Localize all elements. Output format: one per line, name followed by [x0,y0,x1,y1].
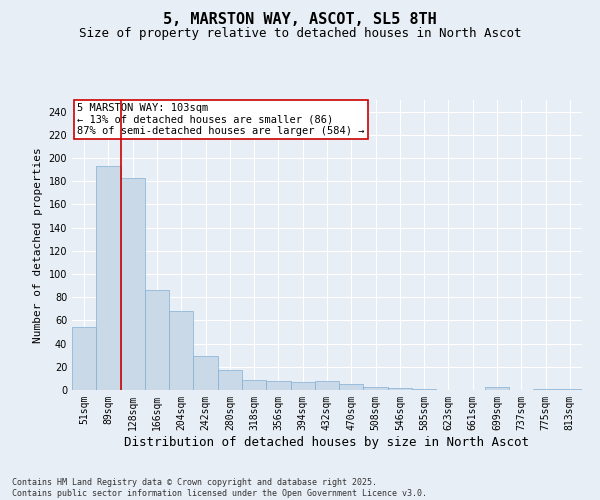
Bar [218,370,242,390]
Bar [121,178,145,390]
Text: 5, MARSTON WAY, ASCOT, SL5 8TH: 5, MARSTON WAY, ASCOT, SL5 8TH [163,12,437,28]
Bar [242,380,266,390]
Bar [266,380,290,390]
Bar [485,386,509,390]
Bar [412,389,436,390]
Bar [388,388,412,390]
Bar [72,328,96,390]
Bar [558,389,582,390]
X-axis label: Distribution of detached houses by size in North Ascot: Distribution of detached houses by size … [125,436,530,448]
Y-axis label: Number of detached properties: Number of detached properties [33,147,43,343]
Bar [364,386,388,390]
Bar [145,290,169,390]
Bar [290,382,315,390]
Text: 5 MARSTON WAY: 103sqm
← 13% of detached houses are smaller (86)
87% of semi-deta: 5 MARSTON WAY: 103sqm ← 13% of detached … [77,103,365,136]
Text: Contains HM Land Registry data © Crown copyright and database right 2025.
Contai: Contains HM Land Registry data © Crown c… [12,478,427,498]
Bar [533,389,558,390]
Bar [339,384,364,390]
Bar [315,380,339,390]
Bar [169,311,193,390]
Text: Size of property relative to detached houses in North Ascot: Size of property relative to detached ho… [79,28,521,40]
Bar [96,166,121,390]
Bar [193,356,218,390]
